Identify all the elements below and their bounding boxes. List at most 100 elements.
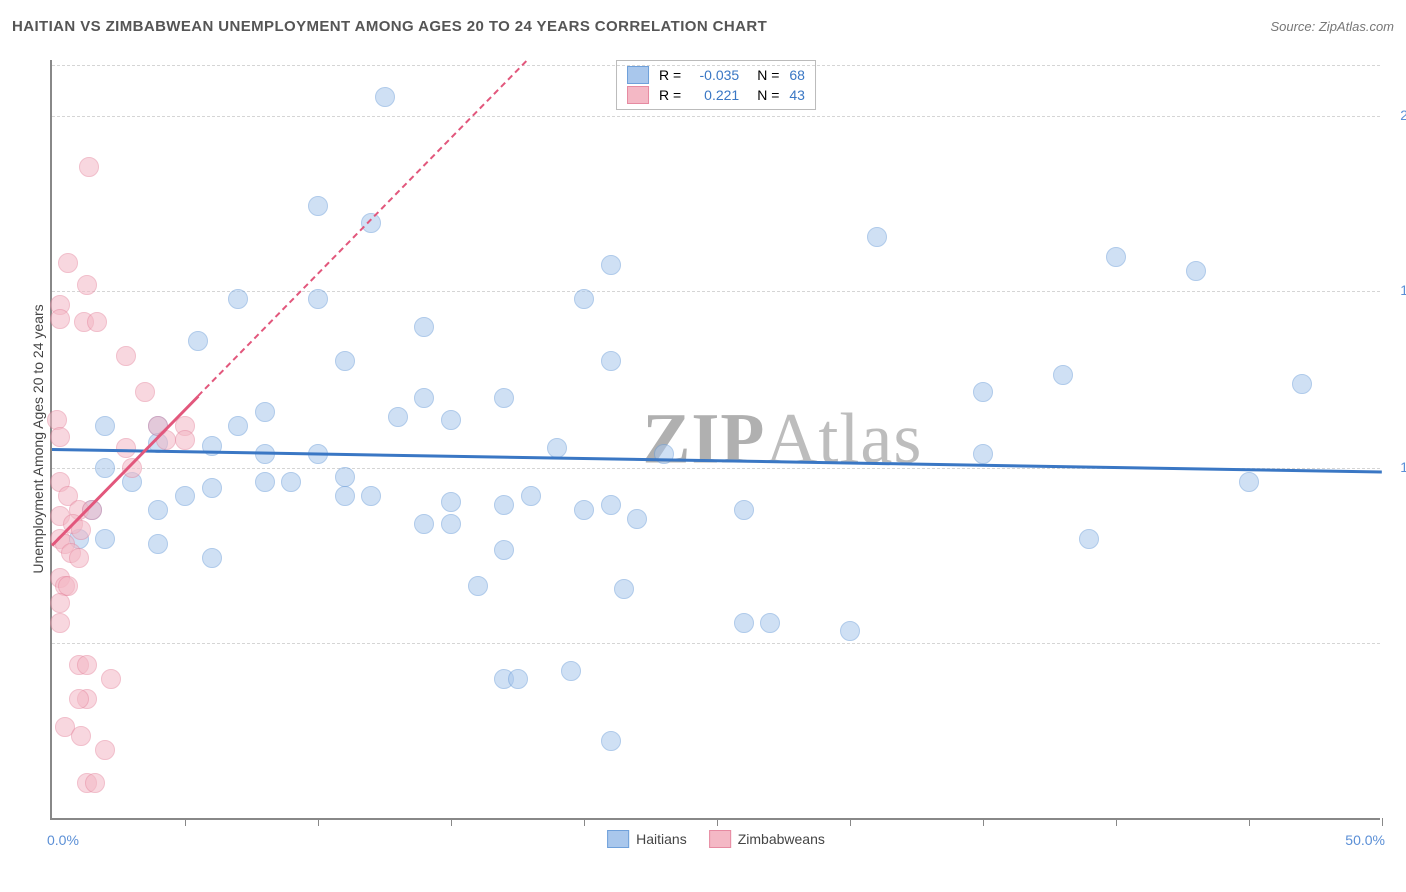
- data-point: [561, 661, 581, 681]
- xtick: [850, 818, 851, 826]
- ytick-label: 12.5%: [1385, 459, 1406, 475]
- data-point: [77, 275, 97, 295]
- legend-r-label: R =: [659, 67, 681, 83]
- legend-n-value: 68: [789, 67, 805, 83]
- data-point: [188, 331, 208, 351]
- data-point: [95, 740, 115, 760]
- legend-swatch: [607, 830, 629, 848]
- data-point: [228, 289, 248, 309]
- data-point: [50, 309, 70, 329]
- legend-swatch: [709, 830, 731, 848]
- data-point: [414, 514, 434, 534]
- xtick: [318, 818, 319, 826]
- data-point: [95, 529, 115, 549]
- trend-line: [51, 395, 199, 546]
- data-point: [601, 495, 621, 515]
- data-point: [441, 410, 461, 430]
- data-point: [1239, 472, 1259, 492]
- data-point: [388, 407, 408, 427]
- x-min-label: 0.0%: [47, 832, 79, 848]
- data-point: [50, 427, 70, 447]
- legend-item: Haitians: [607, 830, 687, 848]
- data-point: [335, 351, 355, 371]
- data-point: [494, 495, 514, 515]
- chart-title: HAITIAN VS ZIMBABWEAN UNEMPLOYMENT AMONG…: [12, 18, 767, 35]
- data-point: [116, 346, 136, 366]
- data-point: [627, 509, 647, 529]
- legend-r-value: -0.035: [691, 67, 739, 83]
- xtick: [1116, 818, 1117, 826]
- data-point: [547, 438, 567, 458]
- legend-row: R = -0.035 N = 68: [627, 65, 805, 85]
- data-point: [202, 548, 222, 568]
- y-axis-label: Unemployment Among Ages 20 to 24 years: [30, 304, 46, 573]
- data-point: [308, 196, 328, 216]
- legend-series-name: Zimbabweans: [738, 831, 825, 847]
- legend-n-label: N =: [757, 67, 779, 83]
- series-legend: Haitians Zimbabweans: [607, 830, 825, 848]
- data-point: [135, 382, 155, 402]
- data-point: [375, 87, 395, 107]
- data-point: [1292, 374, 1312, 394]
- legend-n-label: N =: [757, 87, 779, 103]
- data-point: [79, 157, 99, 177]
- legend-item: Zimbabweans: [709, 830, 825, 848]
- data-point: [148, 534, 168, 554]
- trend-line: [198, 60, 528, 396]
- gridline: [52, 291, 1380, 292]
- data-point: [228, 416, 248, 436]
- data-point: [973, 382, 993, 402]
- data-point: [95, 458, 115, 478]
- data-point: [1186, 261, 1206, 281]
- data-point: [335, 467, 355, 487]
- data-point: [508, 669, 528, 689]
- data-point: [468, 576, 488, 596]
- data-point: [574, 289, 594, 309]
- data-point: [1079, 529, 1099, 549]
- gridline: [52, 116, 1380, 117]
- data-point: [58, 253, 78, 273]
- xtick: [1249, 818, 1250, 826]
- data-point: [601, 255, 621, 275]
- legend-r-label: R =: [659, 87, 681, 103]
- data-point: [50, 613, 70, 633]
- xtick: [451, 818, 452, 826]
- trend-line: [52, 448, 1382, 474]
- data-point: [71, 726, 91, 746]
- gridline: [52, 65, 1380, 66]
- data-point: [255, 402, 275, 422]
- data-point: [441, 492, 461, 512]
- data-point: [50, 593, 70, 613]
- data-point: [574, 500, 594, 520]
- legend-n-value: 43: [789, 87, 805, 103]
- data-point: [175, 486, 195, 506]
- data-point: [335, 486, 355, 506]
- data-point: [973, 444, 993, 464]
- data-point: [601, 351, 621, 371]
- data-point: [77, 655, 97, 675]
- gridline: [52, 643, 1380, 644]
- legend-swatch: [627, 86, 649, 104]
- data-point: [601, 731, 621, 751]
- data-point: [414, 317, 434, 337]
- data-point: [840, 621, 860, 641]
- data-point: [414, 388, 434, 408]
- scatter-chart: Unemployment Among Ages 20 to 24 years Z…: [50, 60, 1380, 820]
- data-point: [494, 388, 514, 408]
- data-point: [255, 472, 275, 492]
- data-point: [87, 312, 107, 332]
- data-point: [175, 430, 195, 450]
- ytick-label: 6.3%: [1385, 634, 1406, 650]
- data-point: [1106, 247, 1126, 267]
- data-point: [760, 613, 780, 633]
- ytick-label: 18.8%: [1385, 282, 1406, 298]
- data-point: [69, 689, 89, 709]
- legend-swatch: [627, 66, 649, 84]
- data-point: [95, 416, 115, 436]
- xtick: [584, 818, 585, 826]
- x-max-label: 50.0%: [1345, 832, 1385, 848]
- legend-series-name: Haitians: [636, 831, 687, 847]
- data-point: [867, 227, 887, 247]
- data-point: [361, 486, 381, 506]
- data-point: [69, 548, 89, 568]
